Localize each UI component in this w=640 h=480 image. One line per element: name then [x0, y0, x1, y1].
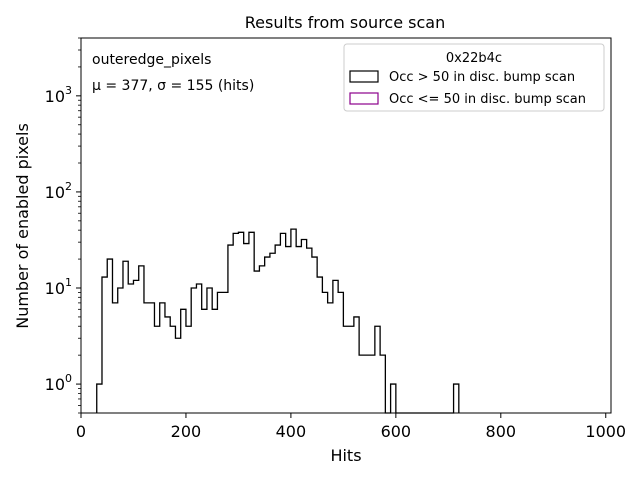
histogram-bin: [375, 326, 380, 413]
histogram-bin: [154, 326, 159, 413]
histogram-bin: [118, 288, 123, 413]
plot-area: [80, 37, 612, 414]
histogram-bin: [217, 292, 222, 413]
x-tick-label: 1000: [585, 422, 626, 441]
histogram-bin: [97, 384, 102, 413]
histogram-bin: [312, 257, 317, 413]
histogram-bin: [275, 245, 280, 413]
histogram-bin: [249, 232, 254, 413]
histogram-bin: [149, 303, 154, 413]
y-axis-label: Number of enabled pixels: [13, 123, 32, 329]
histogram-bin: [301, 239, 306, 413]
x-tick-label: 600: [381, 422, 412, 441]
histogram-bin: [223, 292, 228, 413]
legend-swatch-0: [349, 70, 379, 83]
x-tick-label: 200: [171, 422, 202, 441]
histogram-bin: [186, 326, 191, 413]
histogram-bin: [280, 233, 285, 413]
histogram-bin: [139, 266, 144, 413]
y-tick-label: 101: [45, 276, 72, 298]
annotation-stats: μ = 377, σ = 155 (hits): [92, 78, 254, 94]
histogram-bin: [207, 288, 212, 413]
histogram-bin: [270, 253, 275, 413]
histogram-bin: [307, 248, 312, 413]
chart-title: Results from source scan: [245, 13, 445, 32]
histogram-bin: [181, 309, 186, 413]
x-axis-label: Hits: [330, 446, 361, 465]
histogram-bin: [144, 303, 149, 413]
histogram-series-0: [96, 228, 460, 414]
histogram-bin: [328, 303, 333, 413]
histogram-bin: [291, 229, 296, 413]
histogram-bins: [96, 228, 460, 414]
legend-label-0: Occ > 50 in disc. bump scan: [389, 70, 575, 85]
histogram-bin: [296, 247, 301, 413]
histogram-bin: [338, 292, 343, 413]
histogram-bin: [123, 261, 128, 413]
histogram-bin: [112, 303, 117, 413]
histogram-bin: [265, 257, 270, 413]
histogram-bin: [364, 355, 369, 413]
x-tick-label: 400: [276, 422, 307, 441]
histogram-bin: [102, 277, 107, 413]
legend: 0x22b4c Occ > 50 in disc. bump scan Occ …: [343, 43, 605, 112]
x-axis: 0 200 400 600 800 1000: [76, 413, 626, 441]
legend-swatch-1: [349, 92, 379, 105]
histogram-bin: [128, 284, 133, 413]
histogram-bin: [212, 309, 217, 413]
histogram-bin: [380, 355, 385, 413]
x-tick-label: 800: [486, 422, 517, 441]
histogram-bin: [175, 338, 180, 413]
histogram-bin: [391, 384, 396, 413]
histogram-bin: [359, 355, 364, 413]
histogram-bin: [259, 266, 264, 413]
histogram-bin: [238, 232, 243, 413]
histogram-bin: [349, 326, 354, 413]
histogram-bin: [322, 292, 327, 413]
histogram-bin: [454, 384, 459, 413]
histogram-bin: [333, 280, 338, 413]
histogram-bin: [196, 284, 201, 413]
histogram-bin: [170, 326, 175, 413]
histogram-bin: [191, 288, 196, 413]
y-tick-label: 100: [45, 372, 72, 394]
histogram-bin: [233, 233, 238, 413]
histogram-bin: [286, 247, 291, 413]
legend-label-1: Occ <= 50 in disc. bump scan: [389, 92, 586, 107]
histogram-bin: [244, 244, 249, 413]
histogram-bin: [343, 326, 348, 413]
y-axis: 100 101 102 103: [45, 37, 81, 414]
histogram-bin: [354, 317, 359, 413]
legend-title: 0x22b4c: [446, 51, 502, 66]
x-tick-label: 0: [76, 422, 86, 441]
histogram-bin: [370, 355, 375, 413]
annotation-name: outeredge_pixels: [92, 52, 211, 68]
histogram-bin: [254, 271, 259, 413]
histogram-bin: [160, 303, 165, 413]
y-tick-label: 103: [45, 84, 72, 106]
histogram-bin: [133, 280, 138, 413]
histogram-bin: [107, 259, 112, 413]
histogram-bin: [317, 277, 322, 413]
legend-frame: [343, 43, 605, 112]
histogram-bin: [202, 309, 207, 413]
histogram-bin: [228, 245, 233, 413]
plot-frame: [80, 37, 612, 414]
y-tick-label: 102: [45, 180, 72, 202]
histogram-bin: [165, 317, 170, 413]
